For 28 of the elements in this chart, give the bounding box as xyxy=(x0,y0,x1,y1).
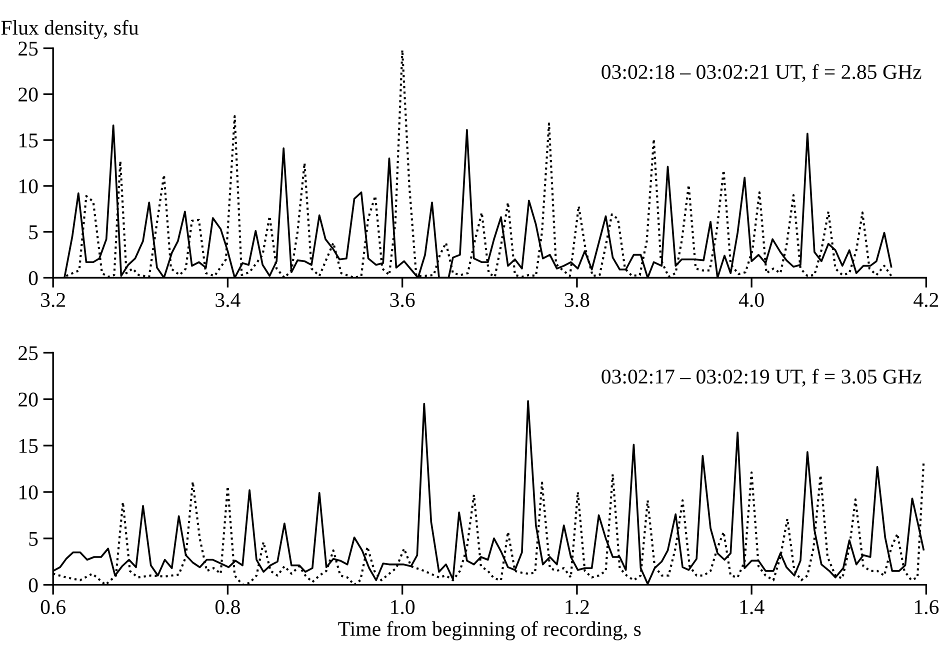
y-tick-label: 0 xyxy=(28,271,38,286)
annotation: 03:02:18 – 03:02:21 UT, f = 2.85 GHz xyxy=(602,64,922,82)
x-tick-label: 4.2 xyxy=(914,292,938,308)
y-tick-label: 15 xyxy=(20,134,38,148)
x-tick-label: 1.2 xyxy=(566,600,589,614)
x-axis-title: Time from beginning of recording, s xyxy=(338,621,641,640)
y-tick-label: 25 xyxy=(18,346,38,360)
x-tick-label: 1.0 xyxy=(391,600,415,614)
y-tick-label: 10 xyxy=(20,179,38,194)
y-axis-title: Flux density, sfu xyxy=(1,20,138,40)
x-tick-label: 3.4 xyxy=(216,292,240,308)
y-tick-label: 20 xyxy=(18,88,38,102)
annotation: 03:02:17 – 03:02:19 UT, f = 3.05 GHz xyxy=(602,368,922,387)
x-tick-label: 1.6 xyxy=(915,600,939,614)
x-tick-label: 0.8 xyxy=(215,600,240,614)
y-tick-label: 15 xyxy=(20,439,38,454)
x-tick-label: 0.6 xyxy=(40,600,66,614)
y-tick-label: 10 xyxy=(20,485,38,500)
x-tick-label: 3.6 xyxy=(390,292,415,308)
x-tick-label: 1.4 xyxy=(740,600,764,614)
x-tick-label: 4.0 xyxy=(738,292,764,308)
x-tick-label: 3.2 xyxy=(41,292,65,308)
y-tick-label: 0 xyxy=(28,578,38,592)
y-tick-label: 5 xyxy=(29,225,38,240)
x-tick-label: 3.8 xyxy=(564,292,590,308)
y-tick-label: 5 xyxy=(29,532,38,546)
y-tick-label: 20 xyxy=(18,392,38,407)
y-tick-label: 25 xyxy=(18,42,38,56)
